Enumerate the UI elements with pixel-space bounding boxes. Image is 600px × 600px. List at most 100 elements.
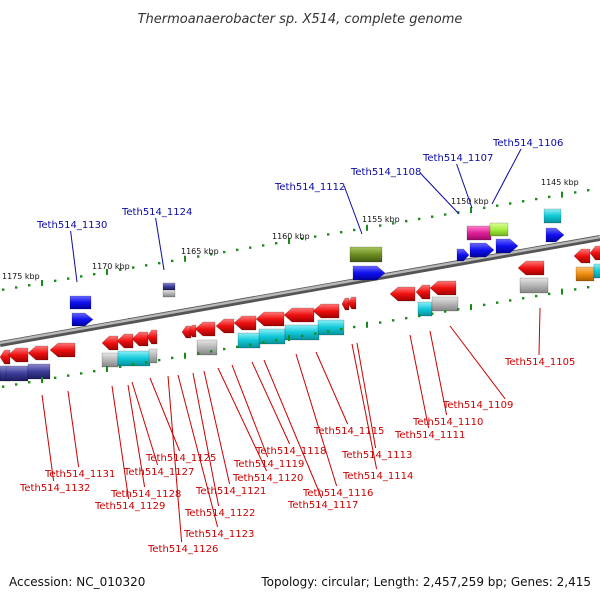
gene-arrow xyxy=(573,248,591,264)
scale-tick-upper xyxy=(535,197,538,201)
leader-line-bottom xyxy=(203,370,231,485)
scale-label: 1145 kbp xyxy=(541,178,579,187)
gene-label-bottom: Teth514_1132 xyxy=(19,483,90,494)
scale-tick-lower xyxy=(457,308,460,311)
feature-tracks xyxy=(0,208,600,382)
scale-tick-upper xyxy=(444,213,447,216)
gene-label-bottom: Teth514_1110 xyxy=(412,417,483,428)
gene-label-bottom: Teth514_1120 xyxy=(232,473,303,484)
gene-arrow xyxy=(429,280,457,296)
gene-label-bottom: Teth514_1126 xyxy=(147,544,218,555)
leader-line-bottom xyxy=(538,307,541,356)
gene-arrow xyxy=(258,328,286,345)
scale-tick-upper xyxy=(262,244,265,247)
gene-arrow xyxy=(489,222,509,237)
leader-line-bottom xyxy=(409,334,430,429)
scale-tick-lower xyxy=(496,301,499,304)
leader-line-bottom xyxy=(111,385,130,500)
gene-arrow xyxy=(27,345,49,361)
scale-tick-upper xyxy=(132,266,135,269)
gene-label-bottom: Teth514_1131 xyxy=(44,469,115,480)
scale-tick-lower xyxy=(80,372,83,375)
backbone-line xyxy=(0,235,600,345)
leader-line-bottom xyxy=(429,330,448,416)
scale-tick-lower xyxy=(522,297,525,300)
leader-line-bottom xyxy=(351,343,378,470)
gene-arrow xyxy=(237,332,261,349)
gene-labels: Teth514_1130 Teth514_1124 Teth514_1112 Teth… xyxy=(19,138,575,555)
scale-tick-lower xyxy=(28,381,31,384)
scale-tick-lower xyxy=(184,352,186,359)
scale-tick-upper xyxy=(67,277,70,280)
scale-ticks: 1175 kbp 1170 kbp 1165 kbp 1160 kbp 1155 kbp… xyxy=(2,178,590,388)
gene-arrow xyxy=(215,318,235,334)
gene-arrow xyxy=(7,347,29,363)
scale-tick-lower xyxy=(470,304,472,311)
scale-tick-lower xyxy=(67,374,70,377)
scale-tick-upper xyxy=(288,238,290,245)
gene-arrow xyxy=(101,352,119,368)
gene-arrow xyxy=(466,225,492,241)
scale-label: 1165 kbp xyxy=(181,247,219,256)
scale-tick-upper xyxy=(314,235,317,238)
scale-label: 1160 kbp xyxy=(272,232,310,241)
gene-arrow xyxy=(352,265,386,281)
gene-arrow xyxy=(284,324,320,341)
leader-line-bottom xyxy=(149,377,181,452)
leader-line-bottom xyxy=(251,361,291,445)
leader-line-bottom xyxy=(449,325,506,400)
gene-arrow xyxy=(415,284,431,300)
scale-tick-lower xyxy=(158,358,161,362)
gene-arrow xyxy=(255,311,285,327)
gene-arrow xyxy=(593,263,600,279)
scale-tick-upper xyxy=(275,242,278,245)
scale-tick-upper xyxy=(184,255,186,262)
scale-tick-lower xyxy=(405,316,408,320)
label-leader-lines xyxy=(41,148,541,543)
scale-tick-lower xyxy=(548,292,551,296)
scale-tick-upper xyxy=(28,284,31,287)
scale-tick-upper xyxy=(15,286,18,289)
scale-tick-upper xyxy=(522,200,525,203)
scale-tick-upper xyxy=(353,228,356,232)
scale-tick-lower xyxy=(119,365,122,368)
gene-arrow xyxy=(117,350,151,367)
scale-tick-upper xyxy=(301,237,304,241)
scale-tick-upper xyxy=(366,224,368,231)
scale-tick-upper xyxy=(54,279,57,283)
scale-tick-lower xyxy=(418,314,421,318)
gene-arrow xyxy=(347,296,357,310)
gene-label-top: Teth514_1107 xyxy=(422,153,493,164)
scale-tick-lower xyxy=(288,335,290,342)
scale-tick-lower xyxy=(392,319,395,322)
leader-line-bottom xyxy=(263,359,323,499)
gene-label-bottom: Teth514_1128 xyxy=(110,489,181,500)
leader-line-bottom xyxy=(167,375,183,543)
gene-label-bottom: Teth514_1115 xyxy=(313,426,384,437)
scale-tick-upper xyxy=(236,248,239,252)
scale-tick-upper xyxy=(457,211,460,214)
scale-tick-lower xyxy=(327,330,330,333)
scale-label: 1175 kbp xyxy=(2,272,40,281)
scale-tick-upper xyxy=(405,219,408,223)
scale-tick-upper xyxy=(392,222,395,225)
gene-label-bottom: Teth514_1122 xyxy=(184,508,255,519)
scale-tick-lower xyxy=(314,332,317,335)
gene-label-bottom: Teth514_1116 xyxy=(302,488,373,499)
gene-label-bottom: Teth514_1111 xyxy=(394,430,465,441)
scale-tick-lower xyxy=(262,341,265,344)
gene-arrow xyxy=(71,312,94,327)
gene-label-bottom: Teth514_1114 xyxy=(342,471,413,482)
gene-arrow xyxy=(162,282,176,291)
gene-arrow xyxy=(69,295,92,310)
gene-arrow xyxy=(589,245,600,261)
scale-tick-upper xyxy=(431,215,434,218)
scale-tick-lower xyxy=(275,339,278,342)
gene-arrow xyxy=(194,321,216,337)
scale-tick-lower xyxy=(535,294,538,298)
backbone-shadow xyxy=(0,235,600,347)
scale-tick-upper xyxy=(496,204,499,207)
scale-tick-upper xyxy=(340,231,343,234)
gene-arrow xyxy=(27,363,51,380)
leader-line-top xyxy=(70,230,78,283)
